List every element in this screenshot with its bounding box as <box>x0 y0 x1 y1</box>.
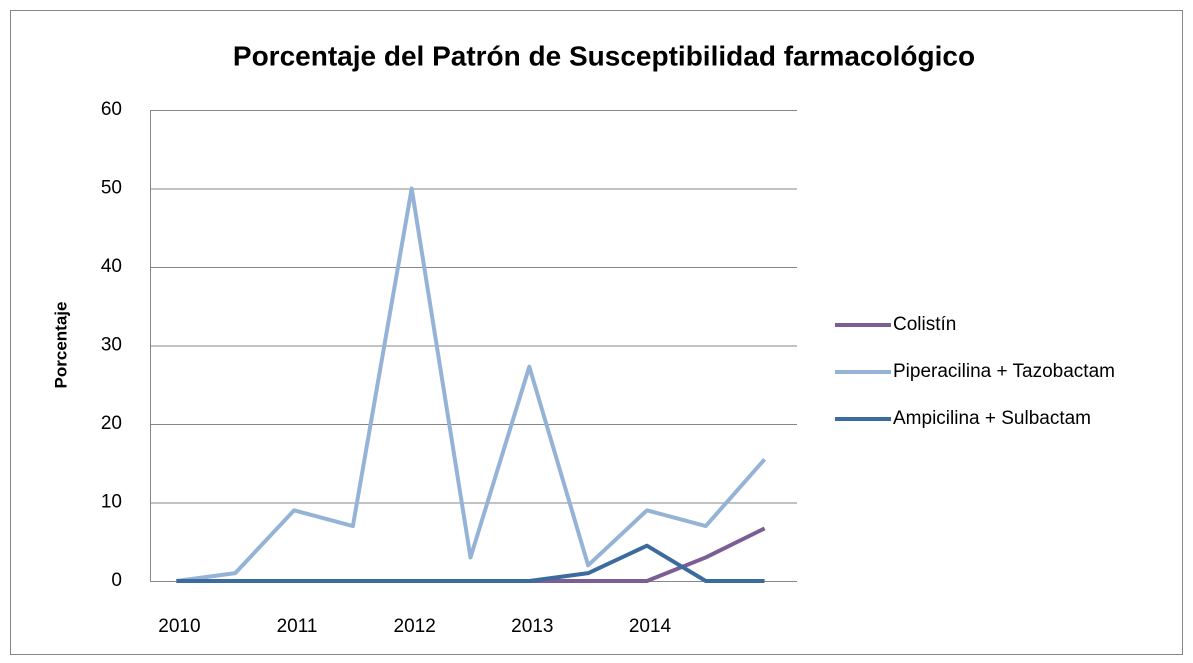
y-tick-label: 20 <box>101 413 122 434</box>
x-tick-label: 2012 <box>394 616 436 637</box>
x-tick-label: 2014 <box>629 616 672 637</box>
chart-title: Porcentaje del Patrón de Susceptibilidad… <box>233 40 975 71</box>
y-tick-label: 0 <box>111 570 122 591</box>
chart-border <box>10 10 1183 655</box>
legend-label: Colistín <box>893 314 956 335</box>
series-line <box>176 186 767 583</box>
legend-label: Ampicilina + Sulbactam <box>893 408 1091 429</box>
y-tick-label: 50 <box>101 178 122 199</box>
x-tick-label: 2013 <box>511 616 553 637</box>
legend-label: Piperacilina + Tazobactam <box>893 361 1115 382</box>
series-line <box>176 543 765 583</box>
y-tick-label: 30 <box>101 335 122 356</box>
x-tick-label: 2011 <box>277 616 318 637</box>
y-tick-label: 40 <box>101 256 122 277</box>
y-tick-label: 60 <box>101 99 122 120</box>
y-tick-label: 10 <box>101 492 122 513</box>
x-tick-label: 2010 <box>158 616 200 637</box>
y-axis-label: Porcentaje <box>51 302 70 389</box>
